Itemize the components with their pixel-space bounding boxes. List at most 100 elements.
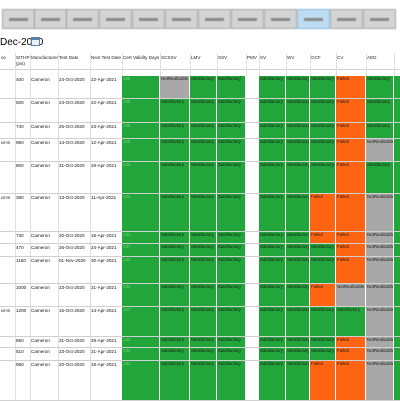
column-header-8[interactable]: SSV xyxy=(218,55,228,60)
status-cell-lmv[interactable]: Satisfactory xyxy=(190,257,217,283)
status-cell-sv[interactable]: Satisfactory xyxy=(259,194,286,231)
calendar-icon[interactable] xyxy=(31,37,40,46)
status-cell-pmv[interactable] xyxy=(246,348,259,360)
status-cell-aed[interactable]: NotRealizable xyxy=(366,337,394,347)
status-cell-scssv[interactable]: Satisfactory xyxy=(160,348,190,360)
status-cell-aed[interactable]: Satisfactory xyxy=(366,99,394,122)
status-cell-overflow[interactable] xyxy=(394,337,400,347)
status-cell-scssv[interactable]: Satisfactory xyxy=(160,257,190,283)
status-cell-ssv[interactable]: Satisfactory xyxy=(217,232,246,243)
status-cell-aed[interactable]: NotRealizable xyxy=(366,284,394,306)
status-cell-gcf[interactable]: Satisfactory xyxy=(310,257,336,283)
status-cell-aed[interactable]: NotRealizable xyxy=(366,244,394,256)
table-row[interactable]: 510 Cameron 23-Oct-2020 21-Apr-2021 134 Satis… xyxy=(0,347,400,360)
status-cell-scssv[interactable]: Satisfactory xyxy=(160,361,190,400)
status-cell-cv[interactable]: Failed xyxy=(336,194,366,231)
status-cell-pmv[interactable] xyxy=(246,194,259,231)
status-cell-wv[interactable]: Satisfactory xyxy=(286,139,310,161)
toolbar-button-9[interactable] xyxy=(264,9,297,29)
status-cell-sv[interactable]: Satisfactory xyxy=(259,348,286,360)
status-cell-sv[interactable]: Satisfactory xyxy=(259,123,286,138)
status-cell-ssv[interactable]: Satisfactory xyxy=(217,337,246,347)
status-cell-aed[interactable]: NotRealizable xyxy=(366,307,394,336)
toolbar-button-10[interactable] xyxy=(297,9,330,29)
status-cell-wv[interactable]: Satisfactory xyxy=(286,76,310,98)
status-cell-scssv[interactable]: Satisfactory xyxy=(160,337,190,347)
status-cell-aed[interactable]: NotRealizable xyxy=(366,194,394,231)
status-cell-scssv[interactable]: Satisfactory xyxy=(160,99,190,122)
status-cell-pmv[interactable] xyxy=(246,307,259,336)
status-cell-scssv[interactable]: Satisfactory xyxy=(160,284,190,306)
column-header-4[interactable]: Next Test Date xyxy=(91,55,122,60)
status-cell-lmv[interactable]: Satisfactory xyxy=(190,307,217,336)
status-cell-overflow[interactable] xyxy=(394,99,400,122)
status-cell-aed[interactable]: NotRealizable xyxy=(366,257,394,283)
status-cell-cv[interactable]: Failed xyxy=(336,337,366,347)
status-cell-lmv[interactable]: Satisfactory xyxy=(190,76,217,98)
status-cell-scssv[interactable]: Satisfactory xyxy=(160,123,190,138)
table-row[interactable]: ut-In 380 Cameron 13-Oct-2020 11-Apr-2021 124… xyxy=(0,193,400,231)
status-cell-overflow[interactable] xyxy=(394,244,400,256)
status-cell-scssv[interactable]: Satisfactory xyxy=(160,244,190,256)
table-row[interactable]: 850 Cameron 31-Oct-2020 29-Apr-2021 142 Satis… xyxy=(0,336,400,347)
status-cell-pmv[interactable] xyxy=(246,232,259,243)
status-cell-wv[interactable]: Satisfactory xyxy=(286,162,310,193)
status-cell-gcf[interactable]: Satisfactory xyxy=(310,139,336,161)
status-cell-ssv[interactable]: Satisfactory xyxy=(217,123,246,138)
status-cell-overflow[interactable] xyxy=(394,232,400,243)
column-header-5[interactable]: Cert Validity Days xyxy=(123,55,160,60)
status-cell-gcf[interactable]: Satisfactory xyxy=(310,76,336,98)
toolbar-button-8[interactable] xyxy=(231,9,264,29)
status-cell-cv[interactable]: Failed xyxy=(336,361,366,400)
status-cell-sv[interactable]: Satisfactory xyxy=(259,307,286,336)
status-cell-aed[interactable]: NotRealizable xyxy=(366,348,394,360)
column-header-1[interactable]: SITHP (psi) xyxy=(16,55,30,66)
status-cell-pmv[interactable] xyxy=(246,337,259,347)
status-cell-aed[interactable]: Satisfactory xyxy=(366,76,394,98)
status-cell-cv[interactable]: NotRealizable xyxy=(336,284,366,306)
status-cell-overflow[interactable] xyxy=(394,76,400,98)
status-cell-overflow[interactable] xyxy=(394,257,400,283)
toolbar-button-3[interactable] xyxy=(66,9,99,29)
status-cell-gcf[interactable]: Satisfactory xyxy=(310,99,336,122)
toolbar-button-7[interactable] xyxy=(198,9,231,29)
status-cell-ssv[interactable]: Satisfactory xyxy=(217,162,246,193)
status-cell-cv[interactable]: Failed xyxy=(336,257,366,283)
status-cell-sv[interactable]: Satisfactory xyxy=(259,99,286,122)
table-row[interactable]: ut-In 950 Cameron 14-Oct-2020 12-Apr-2021 125… xyxy=(0,138,400,161)
status-cell-ssv[interactable]: Satisfactory xyxy=(217,361,246,400)
status-cell-sv[interactable]: Satisfactory xyxy=(259,232,286,243)
status-cell-pmv[interactable] xyxy=(246,139,259,161)
column-header-14[interactable]: AED xyxy=(367,55,377,60)
status-cell-aed[interactable]: NotRealizable xyxy=(366,232,394,243)
status-cell-wv[interactable]: Satisfactory xyxy=(286,99,310,122)
table-row[interactable]: 1150 Cameron 01-Nov-2020 30-Apr-2021 143 Sati… xyxy=(0,256,400,283)
status-cell-gcf[interactable]: Satisfactory xyxy=(310,337,336,347)
status-cell-wv[interactable]: Satisfactory xyxy=(286,123,310,138)
status-cell-overflow[interactable] xyxy=(394,361,400,400)
status-cell-overflow[interactable] xyxy=(394,348,400,360)
status-cell-wv[interactable]: Satisfactory xyxy=(286,244,310,256)
status-cell-gcf[interactable]: Failed xyxy=(310,194,336,231)
status-cell-overflow[interactable] xyxy=(394,284,400,306)
status-cell-overflow[interactable] xyxy=(394,162,400,193)
table-row[interactable]: 500 Cameron 24-Oct-2020 22-Apr-2021 135 Satis… xyxy=(0,98,400,122)
status-cell-scssv[interactable]: Satisfactory xyxy=(160,232,190,243)
column-header-2[interactable]: Manufacturer xyxy=(31,55,58,60)
toolbar-button-11[interactable] xyxy=(330,9,363,29)
status-cell-sv[interactable]: Satisfactory xyxy=(259,257,286,283)
status-cell-lmv[interactable]: Satisfactory xyxy=(190,139,217,161)
status-cell-lmv[interactable]: Satisfactory xyxy=(190,348,217,360)
status-cell-sv[interactable]: Satisfactory xyxy=(259,76,286,98)
status-cell-cv[interactable]: Failed xyxy=(336,244,366,256)
status-cell-pmv[interactable] xyxy=(246,257,259,283)
status-cell-lmv[interactable]: Satisfactory xyxy=(190,232,217,243)
status-cell-gcf[interactable]: Satisfactory xyxy=(310,123,336,138)
status-cell-gcf[interactable]: Satisfactory xyxy=(310,162,336,193)
column-header-9[interactable]: PMV xyxy=(247,55,257,60)
status-cell-ssv[interactable]: Satisfactory xyxy=(217,284,246,306)
status-cell-lmv[interactable]: Satisfactory xyxy=(190,162,217,193)
column-header-0[interactable]: ce xyxy=(1,55,6,60)
status-cell-scssv[interactable]: NotRealizable xyxy=(160,76,190,98)
status-cell-sv[interactable]: Satisfactory xyxy=(259,337,286,347)
